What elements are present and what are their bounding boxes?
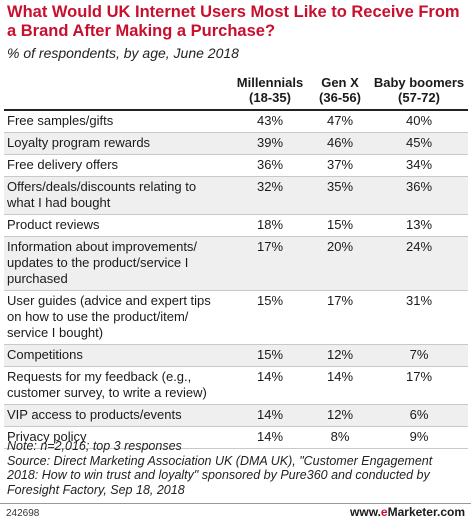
cell-value: 47% — [310, 110, 370, 133]
cell-value: 8% — [310, 426, 370, 449]
cell-value: 34% — [370, 154, 468, 177]
table-row: Product reviews 18% 15% 13% — [4, 214, 468, 237]
table-body: Free samples/gifts 43% 47% 40% Loyalty progr… — [4, 110, 468, 449]
col-header-genx: Gen X (36-56) — [310, 72, 370, 111]
cell-value: 39% — [230, 132, 310, 155]
col-name: Millennials — [236, 75, 304, 90]
header-row: Millennials (18-35) Gen X (36-56) Baby b… — [4, 72, 468, 111]
chart-title: What Would UK Internet Users Most Like t… — [7, 3, 460, 40]
cell-value: 9% — [370, 426, 468, 449]
table-row: Offers/deals/discounts relating to what … — [4, 176, 468, 215]
cell-value: 43% — [230, 110, 310, 133]
row-label: VIP access to products/events — [4, 404, 230, 427]
col-name: Baby boomers — [373, 75, 465, 90]
cell-value: 14% — [230, 366, 310, 405]
row-label: Offers/deals/discounts relating to what … — [4, 176, 230, 215]
cell-value: 17% — [230, 236, 310, 291]
brand-suffix: .com — [436, 505, 465, 519]
cell-value: 35% — [310, 176, 370, 215]
cell-value: 24% — [370, 236, 468, 291]
chart-subtitle: % of respondents, by age, June 2018 — [7, 45, 239, 61]
cell-value: 45% — [370, 132, 468, 155]
row-label: Information about improvements/ updates … — [4, 236, 230, 291]
cell-value: 15% — [310, 214, 370, 237]
footer-divider — [0, 503, 471, 504]
data-table: Millennials (18-35) Gen X (36-56) Baby b… — [4, 72, 468, 449]
row-label: Loyalty program rewards — [4, 132, 230, 155]
cell-value: 14% — [230, 426, 310, 449]
cell-value: 14% — [310, 366, 370, 405]
row-label: Competitions — [4, 344, 230, 367]
brand-logo[interactable]: www.eMarketer.com — [350, 505, 465, 519]
table-row: VIP access to products/events 14% 12% 6% — [4, 404, 468, 427]
table-row: Requests for my feedback (e.g., customer… — [4, 366, 468, 405]
cell-value: 12% — [310, 404, 370, 427]
cell-value: 36% — [370, 176, 468, 215]
row-label: Free samples/gifts — [4, 110, 230, 133]
brand-e: e — [380, 505, 388, 519]
row-label: Free delivery offers — [4, 154, 230, 177]
col-header-millennials: Millennials (18-35) — [230, 72, 310, 111]
col-range: (57-72) — [398, 90, 440, 105]
source-text: Source: Direct Marketing Association UK … — [7, 453, 433, 497]
cell-value: 15% — [230, 344, 310, 367]
cell-value: 14% — [230, 404, 310, 427]
table-row: Free delivery offers 36% 37% 34% — [4, 154, 468, 177]
cell-value: 7% — [370, 344, 468, 367]
header-blank — [4, 72, 230, 111]
row-label: Product reviews — [4, 214, 230, 237]
cell-value: 17% — [370, 366, 468, 405]
table-row: Privacy policy 14% 8% 9% — [4, 426, 468, 449]
cell-value: 20% — [310, 236, 370, 291]
table-row: Information about improvements/ updates … — [4, 236, 468, 291]
cell-value: 32% — [230, 176, 310, 215]
col-range: (18-35) — [249, 90, 291, 105]
table-row: User guides (advice and expert tips on h… — [4, 290, 468, 345]
row-label: Privacy policy — [4, 426, 230, 449]
brand-name: Marketer — [387, 505, 437, 519]
cell-value: 17% — [310, 290, 370, 345]
row-label: Requests for my feedback (e.g., customer… — [4, 366, 230, 405]
cell-value: 18% — [230, 214, 310, 237]
col-name: Gen X — [321, 75, 359, 90]
notes: Note: n=2,016; top 3 responses Source: D… — [7, 439, 465, 497]
brand-prefix: www. — [350, 505, 381, 519]
cell-value: 12% — [310, 344, 370, 367]
col-range: (36-56) — [319, 90, 361, 105]
table-row: Loyalty program rewards 39% 46% 45% — [4, 132, 468, 155]
cell-value: 6% — [370, 404, 468, 427]
col-header-baby-boomers: Baby boomers (57-72) — [370, 72, 468, 111]
cell-value: 31% — [370, 290, 468, 345]
table-row: Free samples/gifts 43% 47% 40% — [4, 110, 468, 133]
cell-value: 13% — [370, 214, 468, 237]
figure-id: 242698 — [6, 508, 40, 519]
cell-value: 36% — [230, 154, 310, 177]
cell-value: 46% — [310, 132, 370, 155]
cell-value: 40% — [370, 110, 468, 133]
cell-value: 37% — [310, 154, 370, 177]
table-row: Competitions 15% 12% 7% — [4, 344, 468, 367]
row-label: User guides (advice and expert tips on h… — [4, 290, 230, 345]
note-text: Note: n=2,016; top 3 responses — [7, 439, 182, 453]
cell-value: 15% — [230, 290, 310, 345]
